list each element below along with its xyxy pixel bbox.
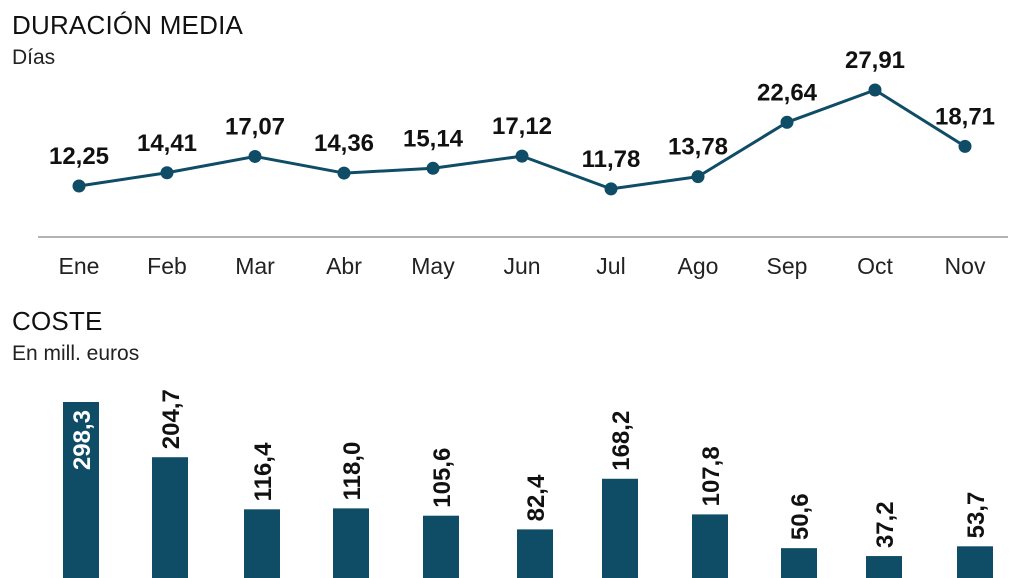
x-tick-label: Abr xyxy=(326,253,362,279)
data-point xyxy=(868,83,882,97)
data-point xyxy=(426,161,440,175)
data-label: 27,91 xyxy=(845,47,905,74)
bar-value-label: 298,3 xyxy=(69,410,96,470)
data-point xyxy=(691,170,705,184)
x-tick-label: Ene xyxy=(59,253,100,279)
data-point xyxy=(515,149,529,163)
data-label: 13,78 xyxy=(668,134,728,161)
bar-value-label: 168,2 xyxy=(608,411,635,471)
x-tick-label: Jul xyxy=(596,253,625,279)
bar xyxy=(866,556,902,578)
bar xyxy=(152,457,188,578)
data-label: 17,07 xyxy=(225,113,285,140)
x-tick-label: Mar xyxy=(235,253,275,279)
bar-value-label: 118,0 xyxy=(339,442,366,501)
line-chart-subtitle: Días xyxy=(12,46,56,69)
data-point xyxy=(604,182,618,196)
bar-value-label: 53,7 xyxy=(963,492,990,539)
x-tick-label: May xyxy=(411,253,455,279)
bar-value-label: 107,8 xyxy=(698,446,725,506)
bar-chart-subtitle: En mill. euros xyxy=(12,342,140,365)
data-label: 14,36 xyxy=(314,130,374,157)
bar-value-label: 105,6 xyxy=(429,448,456,508)
data-point xyxy=(780,115,794,129)
bar xyxy=(63,402,99,578)
bar-chart-title: COSTE xyxy=(12,306,103,336)
data-point xyxy=(337,166,351,180)
bar-value-label: 37,2 xyxy=(872,501,899,548)
bar xyxy=(602,478,638,578)
x-tick-label: Sep xyxy=(767,253,808,279)
data-point xyxy=(248,149,262,163)
bar xyxy=(423,515,459,578)
data-point xyxy=(958,139,972,153)
data-point xyxy=(72,179,86,193)
bar xyxy=(957,546,993,578)
data-label: 18,71 xyxy=(935,103,995,130)
data-label: 15,14 xyxy=(403,125,464,152)
bar xyxy=(244,509,280,578)
x-tick-label: Ago xyxy=(678,253,719,279)
data-label: 14,41 xyxy=(137,130,197,157)
line-chart-title: DURACIÓN MEDIA xyxy=(12,10,244,40)
bar-value-label: 204,7 xyxy=(158,389,185,449)
data-label: 12,25 xyxy=(49,143,109,170)
bar xyxy=(692,514,728,578)
data-point xyxy=(160,166,174,180)
data-label: 11,78 xyxy=(582,146,641,173)
bar xyxy=(781,548,817,578)
bar-value-label: 116,4 xyxy=(250,442,277,501)
bar xyxy=(517,529,553,578)
x-tick-label: Feb xyxy=(147,253,187,279)
x-tick-label: Oct xyxy=(857,253,893,279)
data-label: 17,12 xyxy=(492,113,552,140)
x-tick-label: Jun xyxy=(503,253,540,279)
data-label: 22,64 xyxy=(757,79,818,106)
bar xyxy=(333,508,369,578)
bar-value-label: 82,4 xyxy=(523,474,550,521)
bar-value-label: 50,6 xyxy=(787,493,814,540)
x-tick-label: Nov xyxy=(945,253,986,279)
